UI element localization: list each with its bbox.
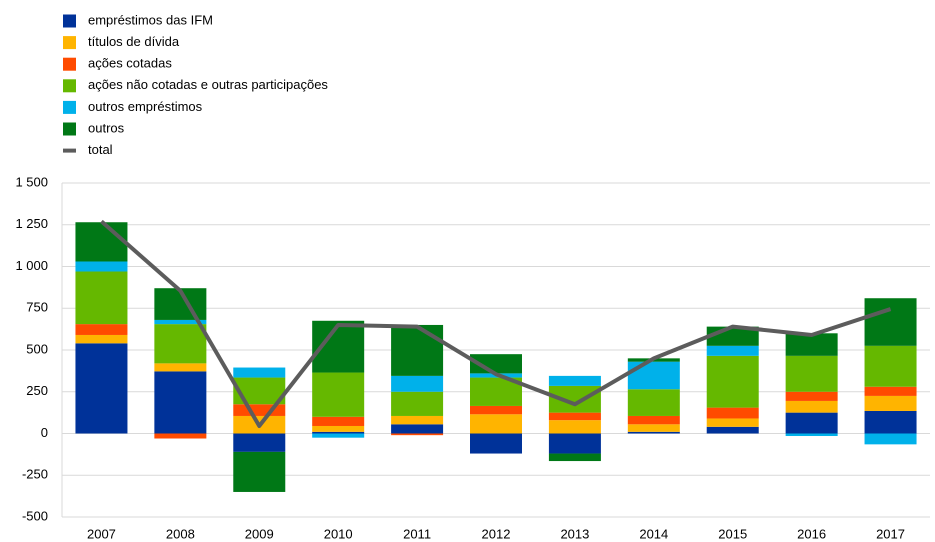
bar-segment — [627, 361, 680, 390]
bar-segment — [154, 324, 207, 364]
bar-segment — [627, 431, 680, 434]
y-tick-label: 1 500 — [15, 174, 48, 189]
bar-segment — [706, 355, 759, 408]
bar-segment — [233, 404, 286, 416]
bar-segment — [627, 415, 680, 425]
bar-segment — [470, 414, 522, 434]
bar-segment — [706, 426, 759, 434]
bar-segment — [785, 333, 838, 356]
bar-segment — [470, 433, 522, 454]
legend-swatch — [63, 79, 76, 93]
bar-segment — [154, 371, 207, 434]
legend-label: outros empréstimos — [88, 99, 203, 114]
bar-segment — [75, 261, 128, 272]
legend-swatch — [63, 122, 76, 136]
bar-segment — [391, 375, 444, 392]
bar-segment — [233, 451, 286, 492]
legend-label: empréstimos das IFM — [88, 12, 213, 27]
legend-label: ações não cotadas e outras participações — [88, 77, 328, 92]
x-tick-label: 2013 — [560, 526, 589, 541]
bar-segment — [706, 407, 759, 419]
bar-segment — [785, 391, 838, 401]
bar-segment — [548, 453, 601, 462]
legend-swatch — [63, 36, 76, 50]
bar-segment — [391, 324, 444, 376]
x-tick-label: 2016 — [797, 526, 826, 541]
x-tick-label: 2008 — [166, 526, 195, 541]
bar-segment — [75, 324, 128, 335]
bar-segment — [785, 355, 838, 392]
bar-segment — [312, 425, 365, 432]
legend-swatch — [63, 57, 76, 71]
bar-segment — [75, 271, 128, 325]
bar-segment — [391, 391, 444, 416]
bar-segment — [154, 363, 207, 372]
bar-segment — [312, 372, 365, 417]
bar-segment — [548, 420, 601, 434]
bar-segment — [154, 319, 207, 325]
legend-swatch — [63, 100, 76, 114]
x-tick-label: 2017 — [876, 526, 905, 541]
legend-label: total — [88, 142, 113, 157]
bar-segment — [391, 415, 444, 425]
bar-segment — [75, 222, 128, 262]
bar-segment — [548, 412, 601, 421]
bar-segment — [75, 334, 128, 344]
bar-segment — [312, 416, 365, 426]
bar-segment — [312, 431, 365, 434]
bar-segment — [233, 367, 286, 378]
legend-swatch — [63, 14, 76, 28]
x-tick-label: 2009 — [245, 526, 274, 541]
bar-segment — [864, 410, 917, 434]
bar-segment — [75, 343, 128, 434]
bar-segment — [706, 418, 759, 427]
x-tick-label: 2007 — [87, 526, 116, 541]
y-tick-label: 1 000 — [15, 258, 48, 273]
bar-segment — [548, 375, 601, 386]
bar-segment — [312, 433, 365, 438]
x-tick-label: 2014 — [639, 526, 668, 541]
bar-segment — [706, 345, 759, 356]
x-tick-label: 2010 — [324, 526, 353, 541]
y-tick-label: 750 — [26, 300, 48, 315]
bar-segment — [154, 433, 207, 439]
y-tick-label: 1 250 — [15, 216, 48, 231]
bar-segment — [233, 433, 286, 452]
bar-segment — [785, 433, 838, 437]
bar-segment — [548, 433, 601, 454]
bar-segment — [864, 298, 917, 346]
y-tick-label: 250 — [26, 383, 48, 398]
bar-segment — [470, 405, 522, 415]
legend-label: outros — [88, 120, 125, 135]
y-tick-label: -250 — [22, 467, 48, 482]
y-tick-label: 0 — [41, 425, 48, 440]
bar-segment — [864, 345, 917, 387]
bar-segment — [864, 386, 917, 396]
bar-segment — [391, 433, 444, 436]
bar-segment — [391, 424, 444, 434]
x-tick-label: 2012 — [482, 526, 511, 541]
y-tick-label: 500 — [26, 341, 48, 356]
x-tick-label: 2015 — [718, 526, 747, 541]
bar-segment — [627, 424, 680, 432]
bar-segment — [864, 395, 917, 411]
x-tick-label: 2011 — [403, 526, 431, 541]
bar-segment — [627, 389, 680, 416]
bar-segment — [864, 433, 917, 445]
legend-label: títulos de dívida — [88, 34, 180, 49]
total-line — [100, 219, 892, 428]
bar-segment — [785, 400, 838, 413]
legend-label: ações cotadas — [88, 56, 172, 71]
bar-segment — [785, 412, 838, 434]
y-tick-label: -500 — [22, 508, 48, 523]
